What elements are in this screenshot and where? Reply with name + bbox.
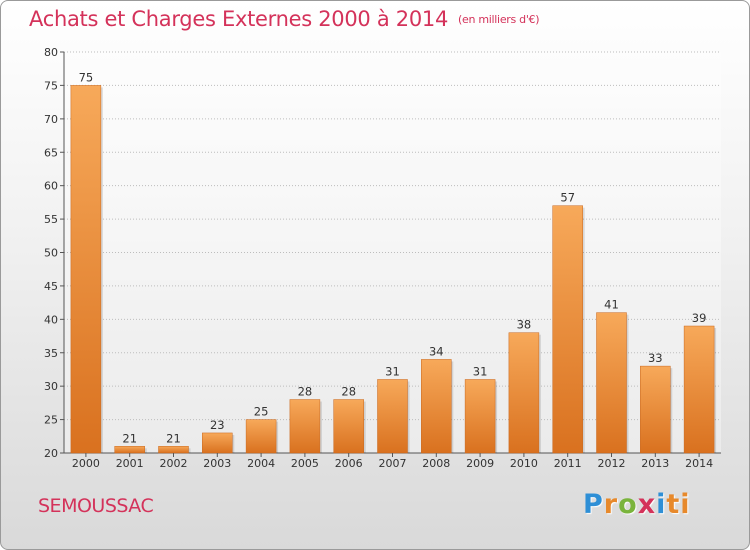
chart-title-text: Achats et Charges Externes 2000 à 2014 <box>29 7 449 31</box>
x-tick-label-2010: 2010 <box>510 457 538 470</box>
value-label-2013: 33 <box>648 351 663 365</box>
value-label-2007: 31 <box>385 364 400 378</box>
town-name: SEMOUSSAC <box>38 495 154 517</box>
y-tick-label: 25 <box>44 414 58 427</box>
x-tick-label-2011: 2011 <box>554 457 582 470</box>
value-label-2000: 75 <box>79 70 94 84</box>
x-tick-label-2008: 2008 <box>422 457 450 470</box>
proxiti-logo: Proxiti <box>583 489 691 520</box>
bar-2013 <box>640 365 671 454</box>
bar-2003 <box>202 432 233 454</box>
x-tick-label-2002: 2002 <box>160 457 188 470</box>
y-tick-label: 65 <box>44 146 58 159</box>
value-label-2001: 21 <box>122 431 137 445</box>
bar-2002 <box>158 446 189 454</box>
value-label-2002: 21 <box>166 431 181 445</box>
y-tick-label: 50 <box>44 247 58 260</box>
y-tick-label: 75 <box>44 79 58 92</box>
x-tick-label-2014: 2014 <box>685 457 713 470</box>
bar-2007 <box>377 379 408 454</box>
chart-title: Achats et Charges Externes 2000 à 2014 (e… <box>29 7 540 31</box>
y-tick-label: 80 <box>44 46 58 59</box>
value-label-2012: 41 <box>604 298 619 312</box>
y-tick-label: 60 <box>44 180 58 193</box>
value-label-2014: 39 <box>692 311 707 325</box>
x-tick-label-2004: 2004 <box>247 457 275 470</box>
bar-2011 <box>552 205 583 454</box>
x-tick-label-2001: 2001 <box>116 457 144 470</box>
bar-2004 <box>245 419 277 454</box>
x-tick-label-2006: 2006 <box>335 457 363 470</box>
value-label-2004: 25 <box>254 405 269 419</box>
y-tick-label: 70 <box>44 113 58 126</box>
value-label-2003: 23 <box>210 418 225 432</box>
y-tick-label: 30 <box>44 380 58 393</box>
value-label-2010: 38 <box>517 318 532 332</box>
bar-2005 <box>289 399 321 454</box>
chart-subtitle: (en milliers d'€) <box>458 13 540 26</box>
bar-2010 <box>508 332 540 454</box>
x-tick-label-2009: 2009 <box>466 457 494 470</box>
x-tick-label-2012: 2012 <box>598 457 626 470</box>
bar-2012 <box>596 312 627 454</box>
value-label-2006: 28 <box>341 385 356 399</box>
bar-2006 <box>333 399 364 454</box>
value-label-2009: 31 <box>473 364 488 378</box>
y-tick-label: 55 <box>44 213 58 226</box>
y-tick-label: 20 <box>44 447 58 460</box>
bar-2000 <box>70 85 102 454</box>
x-tick-label-2003: 2003 <box>203 457 231 470</box>
y-tick-label: 40 <box>44 313 58 326</box>
x-tick-label-2005: 2005 <box>291 457 319 470</box>
x-tick-label-2013: 2013 <box>641 457 669 470</box>
value-label-2011: 57 <box>560 191 575 205</box>
x-tick-label-2000: 2000 <box>72 457 100 470</box>
value-label-2005: 28 <box>298 385 313 399</box>
x-tick-label-2007: 2007 <box>379 457 407 470</box>
bar-2014 <box>683 325 715 454</box>
y-tick-label: 45 <box>44 280 58 293</box>
y-tick-label: 35 <box>44 347 58 360</box>
bar-2001 <box>114 446 145 454</box>
bar-2008 <box>421 359 452 454</box>
value-label-2008: 34 <box>429 344 444 358</box>
bar-2009 <box>464 379 496 454</box>
